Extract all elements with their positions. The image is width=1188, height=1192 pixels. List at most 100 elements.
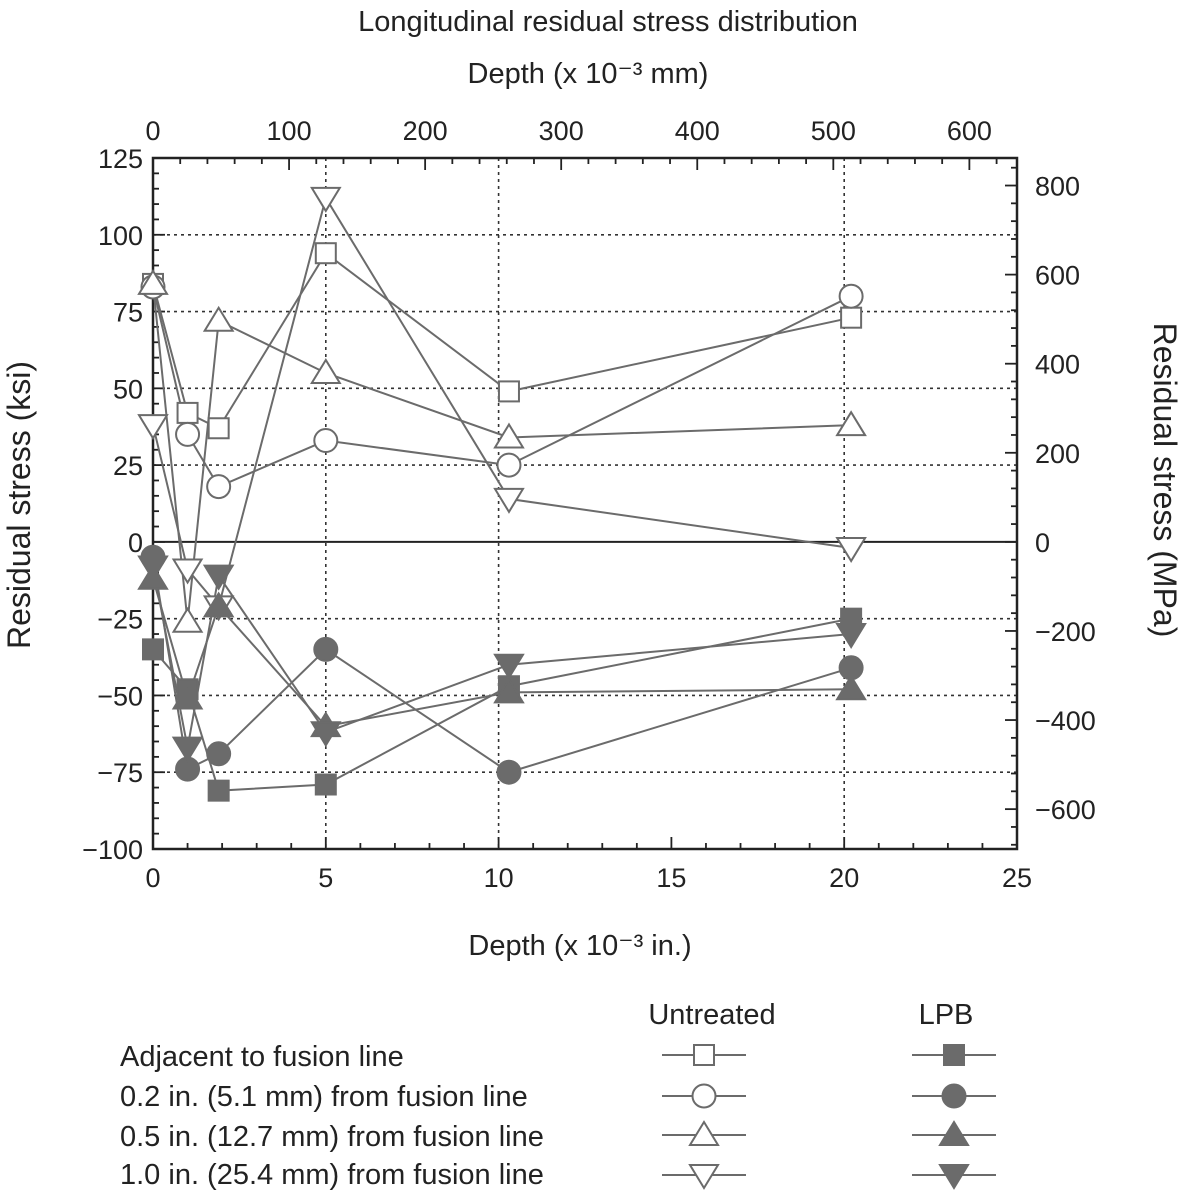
series-line <box>152 557 852 774</box>
y-tick-label: −75 <box>97 758 143 788</box>
y-tick-label: 125 <box>98 144 143 174</box>
data-point <box>496 759 522 785</box>
y-tick-label: 100 <box>98 221 143 251</box>
right-tick-label: −600 <box>1035 795 1096 825</box>
x-tick-label: 25 <box>1002 863 1032 893</box>
data-point <box>313 428 339 454</box>
series-line <box>152 566 852 748</box>
legend-header-untreated: Untreated <box>648 999 775 1031</box>
data-point <box>493 422 525 449</box>
x-tick-label: 20 <box>829 863 859 893</box>
legend-marker <box>941 1083 967 1109</box>
data-point <box>207 417 230 440</box>
data-point <box>202 305 235 332</box>
right-tick-label: 400 <box>1035 350 1080 380</box>
data-point <box>493 677 525 704</box>
legend-marker <box>688 1120 720 1146</box>
legend-marker <box>691 1083 717 1109</box>
top-tick-label: 500 <box>811 116 856 146</box>
x-tick-label: 0 <box>145 863 160 893</box>
series-line <box>152 195 852 609</box>
data-point <box>137 555 169 582</box>
right-tick-label: 800 <box>1035 172 1080 202</box>
y-tick-label: −50 <box>97 681 143 711</box>
data-point <box>310 721 342 748</box>
y-axis-right-label: Residual stress (MPa) <box>1147 323 1183 638</box>
right-tick-label: 600 <box>1035 261 1080 291</box>
data-point <box>137 268 169 295</box>
y-tick-label: 50 <box>113 374 143 404</box>
data-point <box>314 242 337 265</box>
top-tick-label: 300 <box>539 116 584 146</box>
right-tick-label: 0 <box>1035 528 1050 558</box>
series-layer <box>137 186 867 802</box>
data-point <box>171 606 204 633</box>
x-tick-label: 15 <box>656 863 686 893</box>
data-point <box>835 623 867 649</box>
data-point <box>840 306 863 329</box>
data-point <box>206 741 232 767</box>
y-tick-label: −25 <box>97 605 143 635</box>
legend: Untreated LPB Adjacent to fusion line 0.… <box>120 999 996 1191</box>
legend-marker <box>688 1164 720 1190</box>
legend-marker <box>693 1044 715 1066</box>
series-line <box>152 578 852 728</box>
legend-row-label: Adjacent to fusion line <box>120 1041 404 1073</box>
data-point <box>496 452 522 478</box>
y-tick-label: −100 <box>82 835 143 865</box>
right-tick-label: 200 <box>1035 439 1080 469</box>
plot-frame <box>151 156 1019 851</box>
data-point <box>313 636 339 662</box>
legend-marker <box>938 1120 970 1146</box>
data-point <box>137 414 169 441</box>
data-point <box>202 564 235 591</box>
right-tick-label: −400 <box>1035 706 1096 736</box>
data-point <box>835 674 867 701</box>
legend-samples <box>662 1044 996 1190</box>
data-point <box>835 537 867 563</box>
data-point <box>206 474 232 500</box>
legend-header-lpb: LPB <box>919 999 974 1031</box>
legend-marker <box>938 1164 970 1190</box>
y-axis-label: Residual stress (ksi) <box>1 361 37 649</box>
data-point <box>202 591 235 618</box>
y-tick-label: 25 <box>113 451 143 481</box>
top-tick-label: 200 <box>403 116 448 146</box>
chart-title: Longitudinal residual stress distributio… <box>358 6 858 38</box>
grid-lines <box>153 158 1017 849</box>
legend-row-label: 0.5 in. (12.7 mm) from fusion line <box>120 1121 544 1153</box>
top-axis-label: Depth (x 10⁻³ mm) <box>468 58 709 90</box>
y-tick-label: 0 <box>128 528 143 558</box>
data-point <box>176 401 199 424</box>
top-tick-label: 100 <box>267 116 312 146</box>
x-axis-label: Depth (x 10⁻³ in.) <box>468 930 691 962</box>
series-line <box>152 251 852 430</box>
data-point <box>207 779 230 802</box>
series-line <box>152 283 852 622</box>
data-point <box>171 558 204 585</box>
top-tick-label: 0 <box>145 116 160 146</box>
legend-marker <box>943 1044 965 1066</box>
top-tick-label: 400 <box>675 116 720 146</box>
x-tick-label: 10 <box>484 863 514 893</box>
right-tick-label: −200 <box>1035 617 1096 647</box>
legend-row-label: 1.0 in. (25.4 mm) from fusion line <box>120 1159 544 1191</box>
data-point <box>314 773 337 796</box>
data-point <box>310 358 342 384</box>
legend-row-label: 0.2 in. (5.1 mm) from fusion line <box>120 1081 528 1113</box>
y-tick-label: 75 <box>113 298 143 328</box>
data-point <box>835 410 867 437</box>
data-point <box>171 736 204 763</box>
data-point <box>838 283 864 309</box>
data-point <box>493 653 525 680</box>
data-point <box>171 683 204 710</box>
top-tick-label: 600 <box>947 116 992 146</box>
data-point <box>497 380 520 403</box>
data-point <box>142 638 164 661</box>
x-tick-label: 5 <box>318 863 333 893</box>
data-point <box>310 186 342 213</box>
data-point <box>493 487 525 514</box>
data-point <box>175 421 201 447</box>
